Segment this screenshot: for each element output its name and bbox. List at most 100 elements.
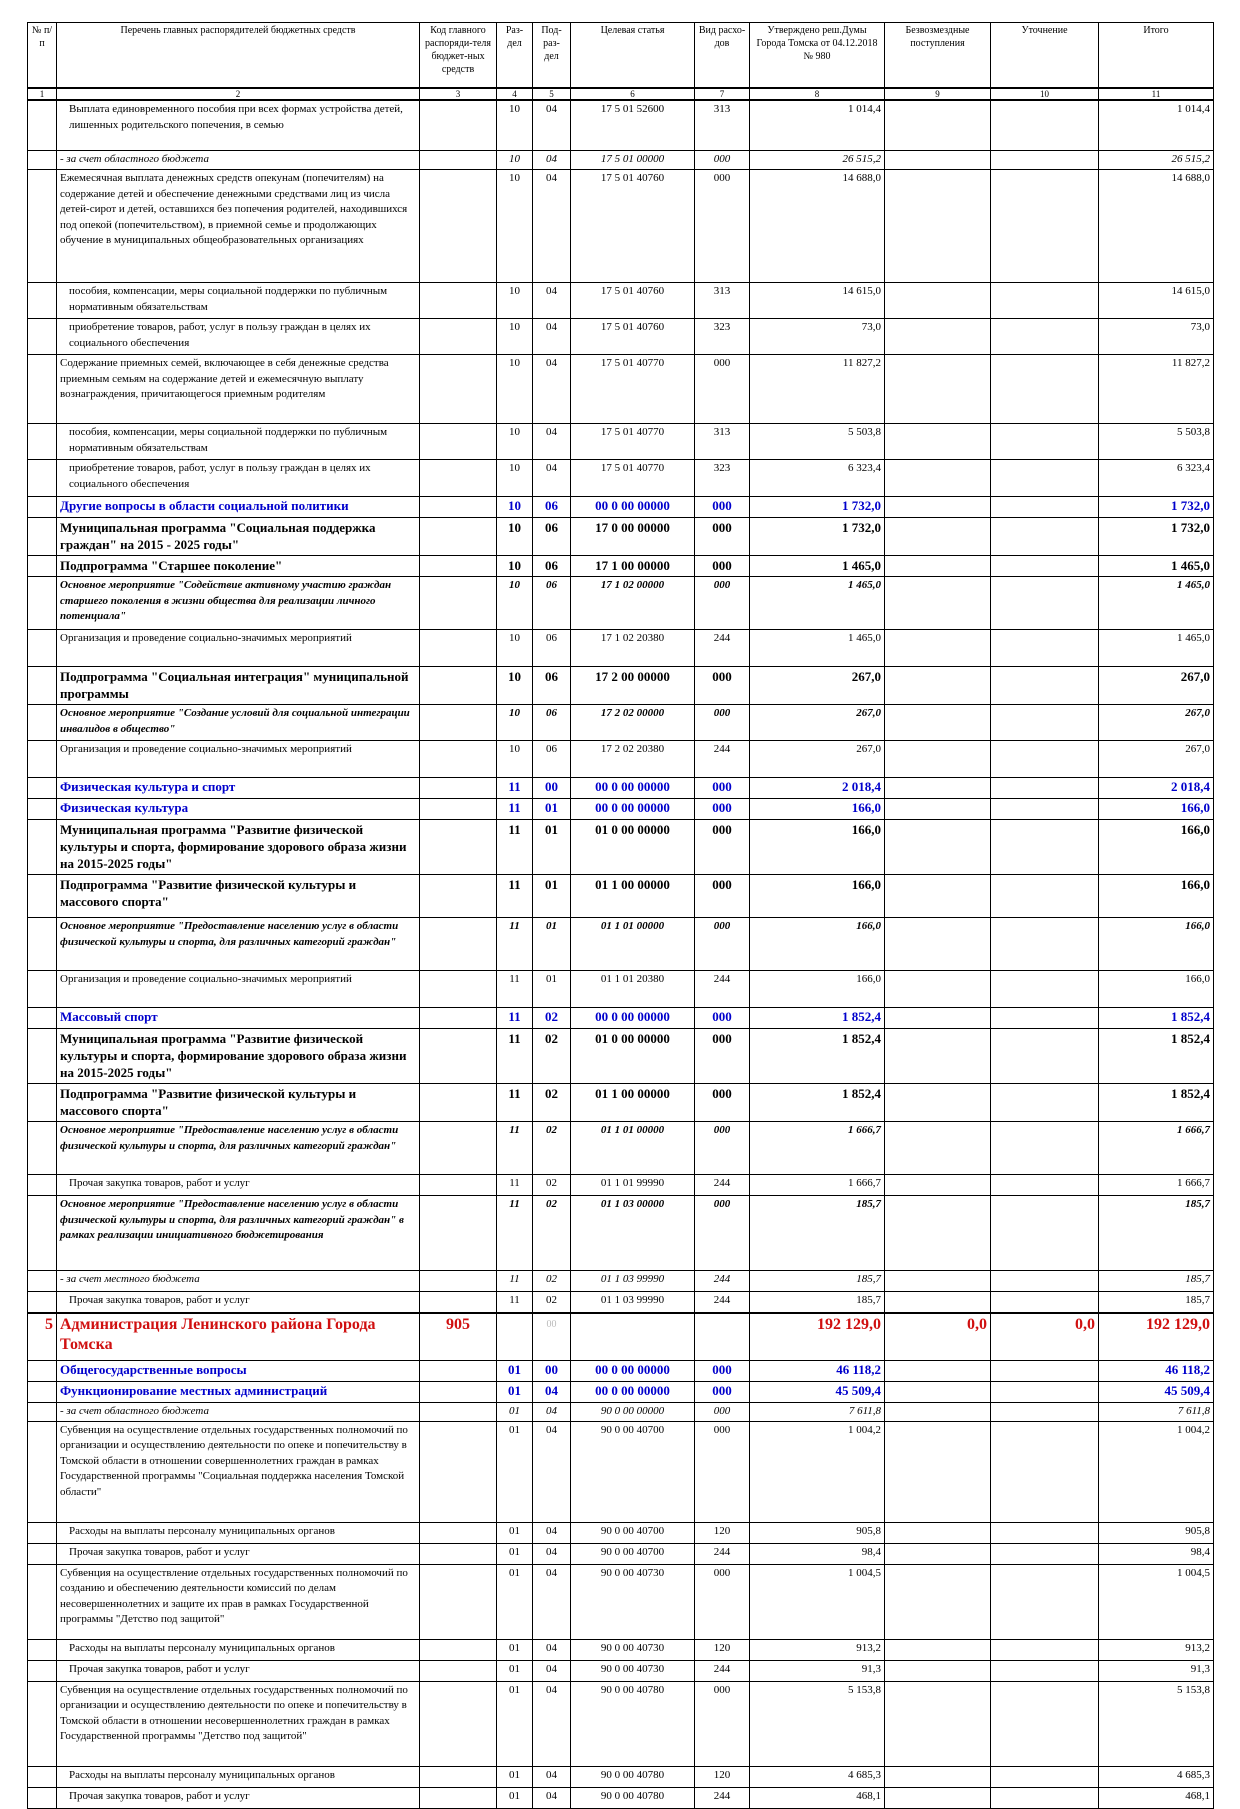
row-total: 1 465,0 [1098,629,1214,667]
row-razdel: 01 [496,1563,533,1640]
row-total: 267,0 [1098,740,1214,778]
row-name: приобретение товаров, работ, услуг в пол… [56,459,420,497]
row-podrazdel: 04 [532,1765,571,1788]
row-article: 17 5 01 40760 [570,318,695,355]
row-approved: 1 004,2 [749,1420,885,1523]
table-row: Субвенция на осуществление отдельных гос… [27,1420,1214,1523]
row-total: 91,3 [1098,1659,1214,1682]
row-total: 98,4 [1098,1542,1214,1565]
row-total: 1 004,2 [1098,1420,1214,1523]
row-number [27,874,57,918]
col-number: 6 [570,87,695,101]
row-adjust [990,1638,1099,1661]
row-code: 905 [419,1312,497,1361]
row-grants [884,1786,991,1809]
row-vid: 323 [694,459,750,497]
table-row: Физическая культура 11 01 00 0 00 00000 000 1… [27,798,1214,820]
row-grants [884,99,991,151]
header-num: № п/п [27,22,57,89]
row-vid: 313 [694,99,750,151]
row-vid: 000 [694,576,750,630]
row-code [419,1270,497,1292]
row-code [419,874,497,918]
row-podrazdel: 04 [532,1521,571,1544]
row-razdel: 01 [496,1420,533,1523]
row-adjust [990,1360,1099,1382]
row-podrazdel: 02 [532,1174,571,1196]
row-name: Выплата единовременного пособия при всех… [56,99,420,151]
row-adjust [990,169,1099,283]
row-article: 01 1 03 00000 [570,1195,695,1271]
row-vid: 120 [694,1521,750,1544]
row-article: 17 2 02 20380 [570,740,695,778]
table-row: Субвенция на осуществление отдельных гос… [27,1563,1214,1640]
row-razdel: 11 [496,1007,533,1029]
row-vid: 244 [694,1174,750,1196]
col-number: 5 [532,87,571,101]
row-name: пособия, компенсации, меры социальной по… [56,423,420,460]
row-name: Основное мероприятие "Предоставление нас… [56,1195,420,1271]
col-number: 11 [1098,87,1214,101]
table-row: Прочая закупка товаров, работ и услуг 01 0… [27,1542,1214,1565]
row-podrazdel: 01 [532,874,571,918]
row-grants [884,150,991,170]
row-total: 185,7 [1098,1270,1214,1292]
row-adjust [990,1270,1099,1292]
row-razdel: 11 [496,1270,533,1292]
row-article: 17 2 02 00000 [570,704,695,741]
row-approved: 73,0 [749,318,885,355]
row-adjust [990,1195,1099,1271]
row-total: 1 852,4 [1098,1083,1214,1122]
row-number [27,496,57,518]
row-code [419,169,497,283]
row-razdel: 01 [496,1659,533,1682]
row-razdel [496,1312,533,1361]
row-razdel: 11 [496,819,533,875]
row-number [27,1028,57,1084]
row-vid [694,1312,750,1361]
row-total: 1 004,5 [1098,1563,1214,1640]
table-row: Подпрограмма "Старшее поколение" 10 06 17 1… [27,555,1214,577]
row-number [27,1381,57,1403]
row-podrazdel: 06 [532,576,571,630]
row-vid: 313 [694,423,750,460]
row-name: Основное мероприятие "Предоставление нас… [56,1121,420,1175]
header-approved: Утверждено реш.Думы Города Томска от 04.… [749,22,885,89]
table-row: Организация и проведение социально-значи… [27,740,1214,778]
row-approved: 267,0 [749,704,885,741]
row-total: 166,0 [1098,874,1214,918]
row-name: Функционирование местных администраций [56,1381,420,1403]
row-adjust [990,1542,1099,1565]
row-razdel: 10 [496,555,533,577]
row-name: Физическая культура [56,798,420,820]
row-article: 90 0 00 40700 [570,1521,695,1544]
row-approved: 185,7 [749,1291,885,1314]
row-podrazdel: 06 [532,740,571,778]
row-number: 5 [27,1312,57,1361]
table-row: Содержание приемных семей, включающее в … [27,354,1214,424]
row-number [27,819,57,875]
row-podrazdel: 06 [532,555,571,577]
table-body: Выплата единовременного пособия при всех… [27,99,1214,1809]
row-podrazdel: 04 [532,282,571,319]
row-grants [884,1121,991,1175]
row-approved: 468,1 [749,1786,885,1809]
row-number [27,798,57,820]
row-approved: 1 666,7 [749,1121,885,1175]
row-code [419,970,497,1008]
row-podrazdel: 06 [532,629,571,667]
row-number [27,666,57,705]
row-adjust [990,740,1099,778]
row-podrazdel: 02 [532,1121,571,1175]
row-vid: 000 [694,777,750,799]
row-name: Подпрограмма "Старшее поколение" [56,555,420,577]
row-number [27,282,57,319]
row-article: 90 0 00 00000 [570,1402,695,1422]
table-row: Другие вопросы в области социальной поли… [27,496,1214,518]
row-adjust [990,282,1099,319]
table-row: пособия, компенсации, меры социальной по… [27,423,1214,460]
row-vid: 000 [694,1563,750,1640]
row-total: 1 732,0 [1098,517,1214,556]
table-row: пособия, компенсации, меры социальной по… [27,282,1214,319]
row-podrazdel: 04 [532,1420,571,1523]
